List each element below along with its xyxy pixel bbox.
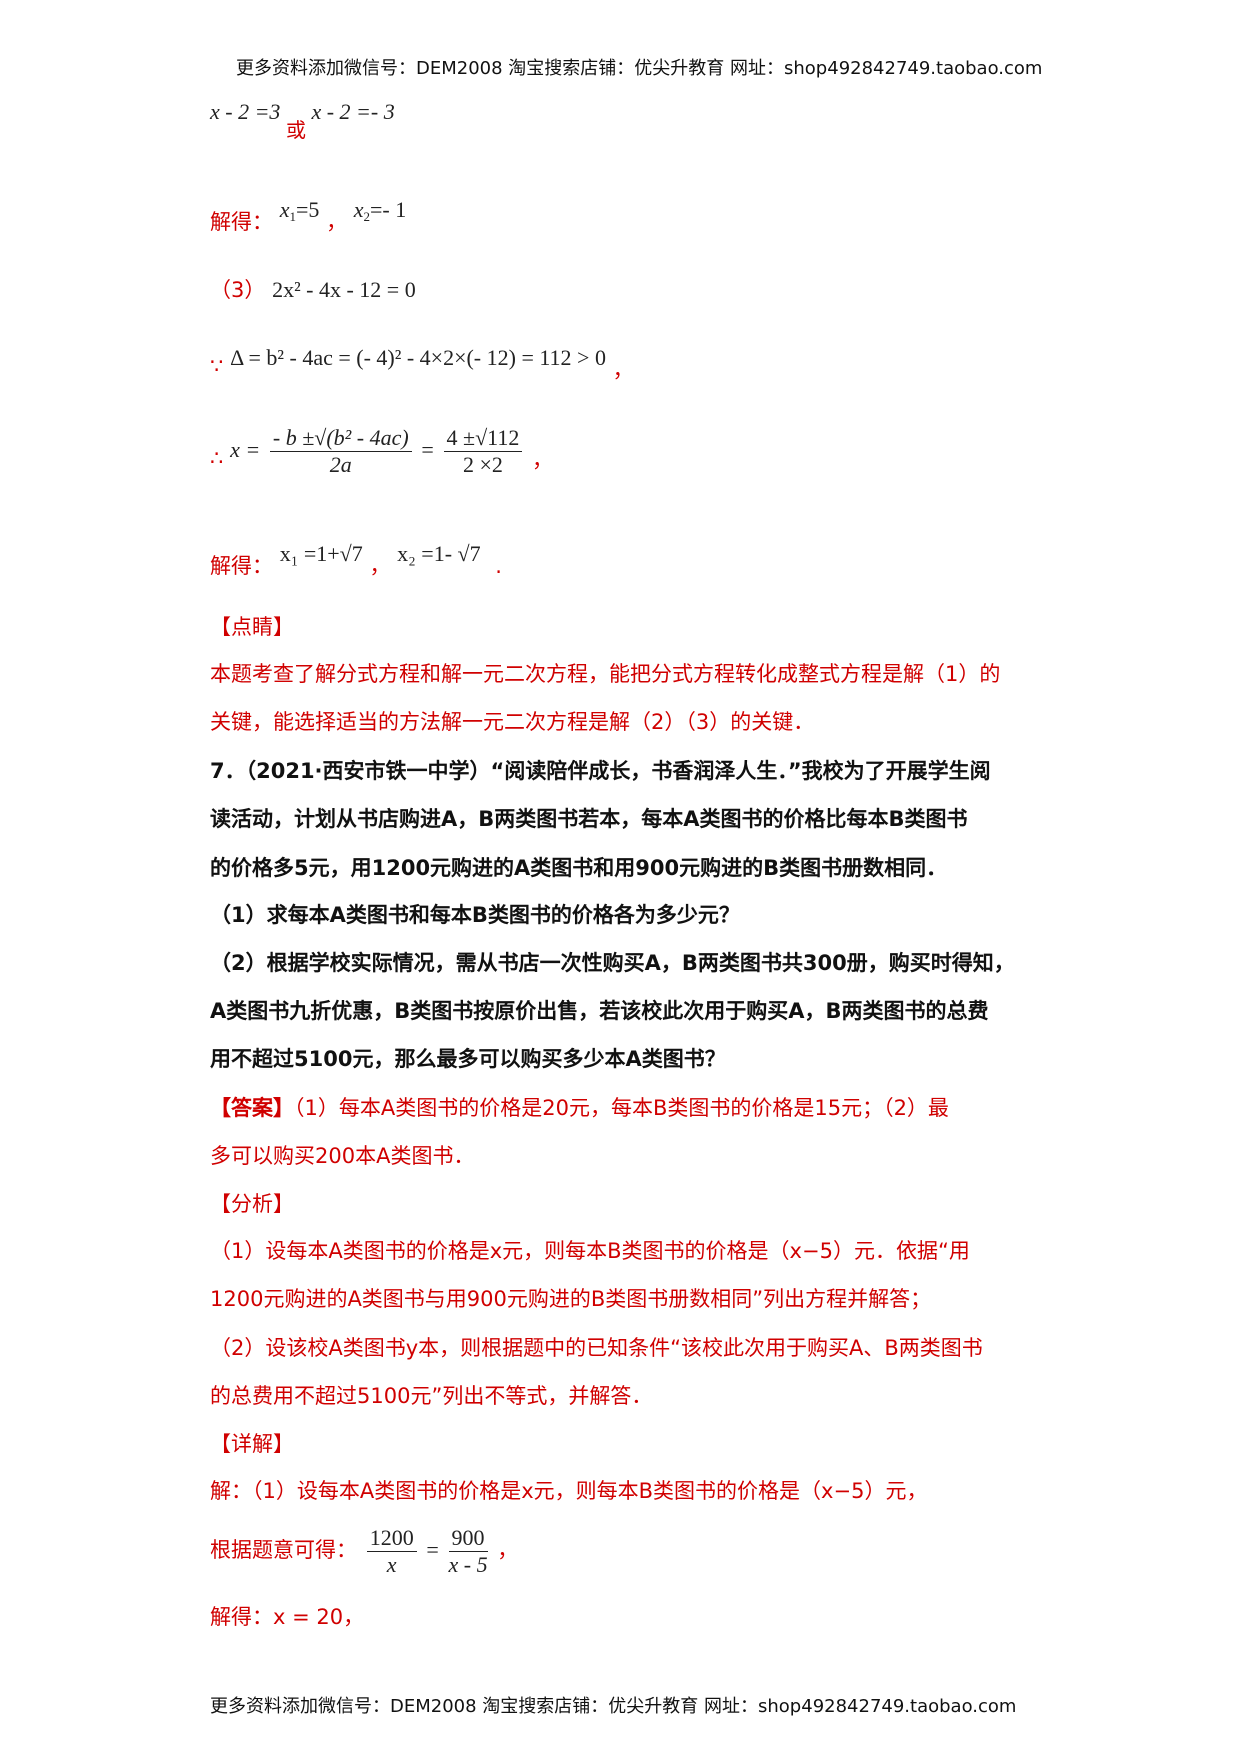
numerator: 900 [448,1525,488,1552]
x2: x [353,197,364,222]
question-line: A类图书九折优惠，B类图书按原价出售，若该校此次用于购买A，B两类图书的总费 [210,999,989,1023]
comma: ， [532,448,554,472]
fraction-general: - b ±√(b² - 4ac) 2a [269,425,412,478]
quadratic-formula-line: ∴ x = - b ±√(b² - 4ac) 2a = 4 ±√112 2 ×2 ， [210,420,553,480]
answer-line: 多可以购买200本A类图书． [210,1144,475,1168]
numerator: 1200 [366,1525,417,1552]
denominator: x [386,1551,397,1577]
comma: ， [326,210,348,234]
question-line: 7．（2021·西安市铁一中学）“阅读陪伴成长，书香润泽人生．”我校为了开展学生… [210,759,991,783]
numerator: - b ±√(b² - 4ac) [269,425,412,452]
answer-title: 【答案】 [210,1096,294,1120]
equals: = [421,437,434,462]
detail-solution: 解得：x = 20， [210,1605,365,1629]
numerator: 4 ±√112 [443,425,523,452]
discriminant-line: ∵ Δ = b² - 4ac = (- 4)² - 4×2×(- 12) = 1… [210,344,634,382]
solution-line-1: 解得： x1=5 ， x2=- 1 [210,196,407,234]
equals: = [426,1537,439,1562]
fraction-specific: 4 ±√112 2 ×2 [443,425,523,478]
math-line-1: x - 2 =3 或 x - 2 =- 3 [210,98,395,142]
detail-equation-line: 根据题意可得： 1200 x = 900 x - 5 ， [210,1520,518,1580]
denominator: 2 ×2 [462,451,503,477]
page-footer: 更多资料添加微信号：DEM2008 淘宝搜索店铺：优尖升教育 网址：shop49… [210,1696,1017,1717]
comma: ， [369,554,391,578]
label: （3） [210,278,266,302]
x2-value: =- 1 [370,197,407,222]
x1: x [279,197,290,222]
question-line: 的价格多5元，用1200元购进的A类图书和用900元购进的B类图书册数相同． [210,856,948,880]
comma: ， [497,1538,519,1562]
fraction-left: 1200 x [366,1525,417,1578]
question-line: 用不超过5100元，那么最多可以购买多少本A类图书？ [210,1047,726,1071]
question-line: （2）根据学校实际情况，需从书店一次性购买A，B两类图书共300册，购买时得知， [210,951,1015,975]
page-header: 更多资料添加微信号：DEM2008 淘宝搜索店铺：优尖升教育 网址：shop49… [236,58,1043,79]
dianjing-line: 关键，能选择适当的方法解一元二次方程是解（2）（3）的关键． [210,710,815,734]
solution-line-3: 解得： x₁ =1+√7 ， x₂ =1- √7 . [210,540,502,578]
dianjing-line: 本题考查了解分式方程和解一元二次方程，能把分式方程转化成整式方程是解（1）的 [210,662,1001,686]
detail-line: 解：（1）设每本A类图书的价格是x元，则每本B类图书的价格是（x−5）元， [210,1479,928,1503]
label: 解得： [210,210,273,234]
question-line: （1）求每本A类图书和每本B类图书的价格各为多少元？ [210,903,740,927]
dianjing-title: 【点睛】 [210,615,294,639]
fraction-right: 900 x - 5 [448,1525,487,1578]
eq-right: x - 2 =- 3 [311,99,395,124]
x-equals: x = [230,437,261,462]
answer-text: （1）每本A类图书的价格是20元，每本B类图书的价格是15元；（2）最 [294,1096,949,1120]
equation: 2x² - 4x - 12 = 0 [272,277,416,302]
label: 解得： [210,554,273,578]
or-word: 或 [285,118,306,142]
analysis-line: 的总费用不超过5100元”列出不等式，并解答． [210,1384,653,1408]
answer-line: 【答案】（1）每本A类图书的价格是20元，每本B类图书的价格是15元；（2）最 [210,1094,949,1122]
analysis-line: 1200元购进的A类图书与用900元购进的B类图书册数相同”列出方程并解答； [210,1287,932,1311]
period: . [495,554,502,578]
analysis-line: （2）设该校A类图书y本，则根据题中的已知条件“该校此次用于购买A、B两类图书 [210,1336,983,1360]
discriminant-equation: Δ = b² - 4ac = (- 4)² - 4×2×(- 12) = 112… [230,345,606,370]
denominator: 2a [329,451,352,477]
x2-sub: 2 [363,209,371,224]
part-3-equation: （3） 2x² - 4x - 12 = 0 [210,276,416,304]
x2: x₂ =1- √7 [397,541,481,566]
question-line: 读活动，计划从书店购进A，B两类图书若本，每本A类图书的价格比每本B类图书 [210,807,968,831]
label: 根据题意可得： [210,1538,357,1562]
x1-sub: 1 [289,209,296,224]
denominator: x - 5 [448,1551,488,1577]
because-symbol: ∵ [210,354,224,378]
eq-left: x - 2 =3 [210,99,281,124]
x1-value: =5 [295,197,320,222]
analysis-title: 【分析】 [210,1192,294,1216]
comma: ， [612,358,634,382]
x1: x₁ =1+√7 [279,541,363,566]
analysis-line: （1）设每本A类图书的价格是x元，则每本B类图书的价格是（x−5）元．依据“用 [210,1239,970,1263]
detail-title: 【详解】 [210,1432,294,1456]
therefore-symbol: ∴ [210,446,224,470]
